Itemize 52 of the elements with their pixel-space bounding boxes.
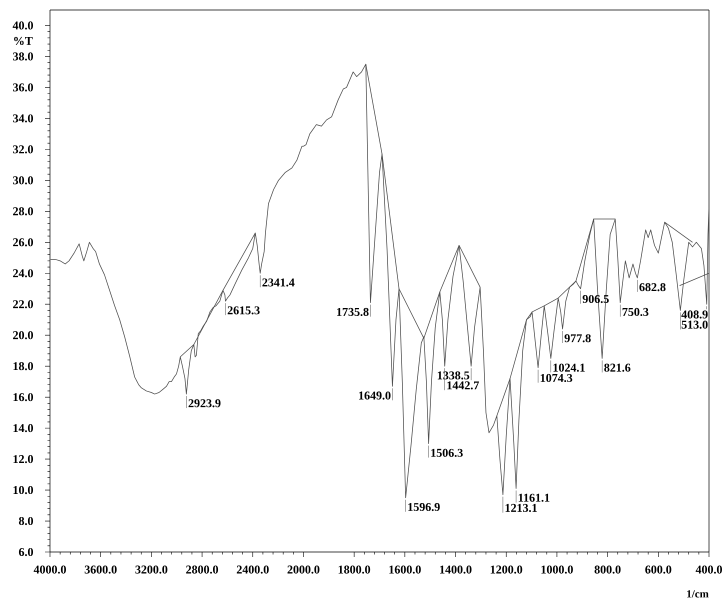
y-tick-label: 28.0 <box>13 207 34 216</box>
annotation: 1506.3 <box>431 448 463 457</box>
annotation: 1161.1 <box>518 494 550 502</box>
x-tick-label: 1200.0 <box>490 566 522 574</box>
y-tick-label: 38.0 <box>13 52 34 61</box>
y-tick-label: 30.0 <box>13 176 34 184</box>
annotation: 2341.4 <box>262 278 295 287</box>
x-tick-label: 4000.0 <box>34 566 66 574</box>
annotation: 1213.1 <box>506 504 537 512</box>
y-tick-label: 24.0 <box>13 269 34 278</box>
y-tick-label: 36.0 <box>13 83 34 92</box>
y-tick-label: 10.0 <box>14 486 34 494</box>
y-tick-label: 32.0 <box>13 145 34 154</box>
annotation: 1024.1 <box>553 364 585 372</box>
y-axis-title: %T <box>14 36 33 46</box>
y-tick-label: 14.0 <box>14 424 34 432</box>
x-tick-label: 1800.0 <box>338 566 370 574</box>
y-tick-label: 20.0 <box>13 331 34 340</box>
x-axis-title: 1/cm <box>687 590 709 598</box>
x-tick-label: 800.0 <box>594 566 621 574</box>
annotation: 750.3 <box>622 308 648 316</box>
y-tick-label: 40.0 <box>12 21 34 30</box>
annotation: 1596.9 <box>408 502 440 512</box>
y-tick-label: 12.0 <box>14 455 34 464</box>
y-tick-label: 22.0 <box>13 300 34 308</box>
y-tick-label: 34.0 <box>13 114 34 122</box>
x-tick-label: 1000.0 <box>541 566 573 574</box>
annotation: 513.0 <box>682 320 708 329</box>
annotation: 1649.0 <box>359 392 391 400</box>
annotation: 1442.7 <box>447 381 479 390</box>
x-tick-label: 3200.0 <box>135 566 168 574</box>
x-tick-label: 2000.0 <box>288 566 320 574</box>
y-tick-label: 26.0 <box>13 238 34 246</box>
x-tick-label: 3600.0 <box>84 566 117 574</box>
x-tick-label: 400.0 <box>696 566 722 574</box>
y-tick-label: 8.0 <box>18 516 34 526</box>
x-tick-label: 2800.0 <box>186 566 218 574</box>
annotation: 821.6 <box>604 364 630 372</box>
annotation: 1074.3 <box>540 374 572 382</box>
x-tick-label: 1600.0 <box>389 566 421 574</box>
x-tick-label: 600.0 <box>645 566 672 574</box>
annotation: 2923.9 <box>188 399 221 408</box>
annotation: 2615.3 <box>228 306 260 314</box>
x-tick-label: 1400.0 <box>440 566 472 574</box>
annotation: 408.9 <box>681 310 708 319</box>
annotation: 1735.8 <box>337 308 369 316</box>
annotation: 682.8 <box>639 283 666 292</box>
y-tick-label: 18.0 <box>14 362 34 370</box>
y-tick-label: 16.0 <box>14 393 34 402</box>
y-tick-label: 6.0 <box>18 548 34 556</box>
x-tick-label: 2400.0 <box>236 566 269 574</box>
annotation: 977.8 <box>564 334 591 342</box>
